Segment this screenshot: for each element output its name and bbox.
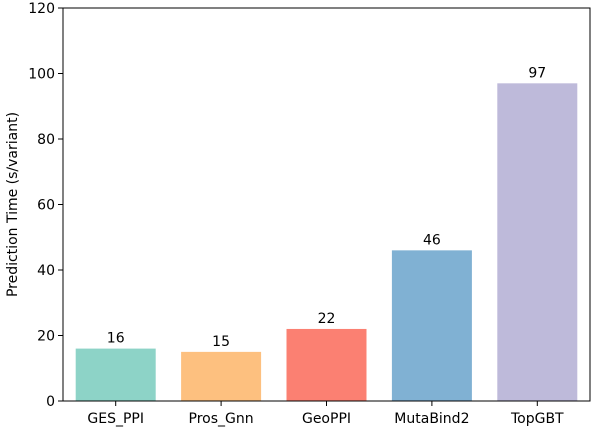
y-tick-label: 100 xyxy=(28,67,55,83)
x-tick-label: Pros_Gnn xyxy=(189,411,254,427)
y-tick-label: 0 xyxy=(46,394,55,410)
x-tick-label: TopGBT xyxy=(510,411,564,427)
bar-mutabind2 xyxy=(391,250,472,401)
data-label: 46 xyxy=(423,232,441,248)
y-tick-label: 120 xyxy=(28,1,55,17)
data-label: 22 xyxy=(318,311,336,327)
data-labels-layer: 16 15 22 46 97 xyxy=(107,65,546,350)
bar-topgbt xyxy=(497,83,578,401)
y-tick-label: 40 xyxy=(37,263,55,279)
bar-pros-gnn xyxy=(181,351,262,401)
bars-layer xyxy=(75,83,578,401)
data-label: 15 xyxy=(212,334,230,350)
bar-geoppi xyxy=(286,328,367,401)
bar-ges-ppi xyxy=(75,348,156,401)
data-label: 97 xyxy=(528,65,546,81)
x-axis: GES_PPI Pros_Gnn GeoPPI MutaBind2 TopGBT xyxy=(87,401,564,427)
x-tick-label: GeoPPI xyxy=(302,411,351,427)
x-tick-label: GES_PPI xyxy=(87,411,144,427)
x-tick-label: MutaBind2 xyxy=(394,411,469,427)
plot-frame xyxy=(62,7,591,402)
y-tick-label: 60 xyxy=(37,198,55,214)
y-tick-label: 20 xyxy=(37,329,55,345)
y-tick-label: 80 xyxy=(37,132,55,148)
y-axis: 0 20 40 60 80 100 120 xyxy=(28,1,63,410)
data-label: 16 xyxy=(107,331,125,347)
y-axis-title: Prediction Time (s/variant) xyxy=(5,112,21,297)
